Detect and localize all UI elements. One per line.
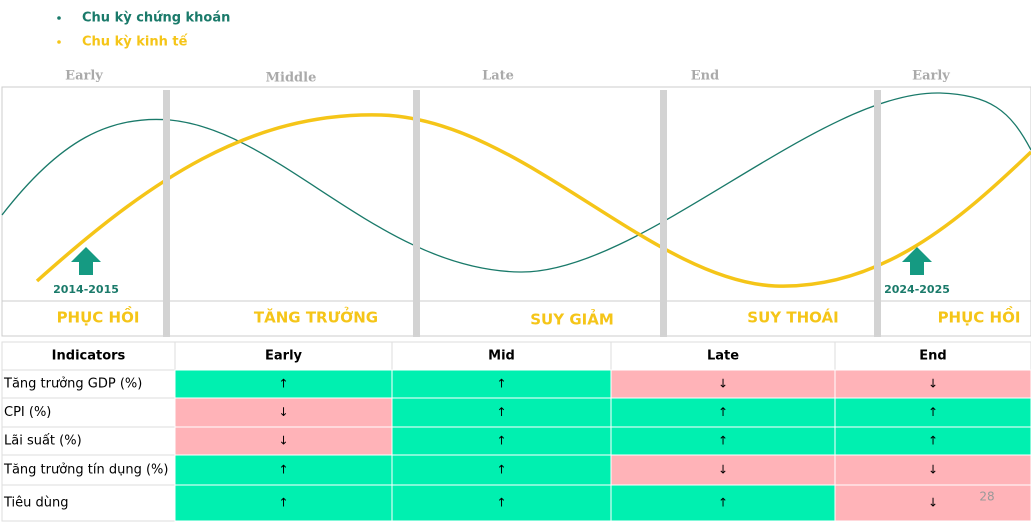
indicator-arrow: ↑: [718, 496, 728, 510]
indicator-arrow: ↑: [718, 405, 728, 419]
indicator-cell: [610, 369, 836, 399]
indicator-cell: [391, 369, 612, 399]
phase-separator: [660, 90, 667, 337]
stage-label: Late: [482, 69, 514, 84]
legend-bullet: [57, 16, 61, 20]
header-cell: [610, 341, 836, 371]
indicator-cell: [834, 454, 1031, 486]
legend-label: Chu kỳ kinh tế: [82, 35, 188, 50]
indicator-cell: [834, 426, 1031, 456]
economic-cycle-curve: [35, 113, 1031, 288]
row-name: Tăng trưởng GDP (%): [3, 377, 142, 392]
indicator-arrow: ↑: [278, 496, 288, 510]
header-label: End: [919, 349, 946, 364]
indicator-arrow: ↑: [928, 434, 938, 448]
indicator-arrow: ↑: [496, 463, 506, 477]
phase-label: PHỤC HỒI: [938, 305, 1021, 327]
stage-label: Early: [912, 69, 950, 84]
indicator-cell: [174, 397, 393, 428]
indicator-arrow: ↓: [278, 434, 288, 448]
indicator-cell: [391, 426, 612, 456]
header-cell: [1, 341, 176, 371]
legend-label: Chu kỳ chứng khoán: [82, 11, 230, 26]
row-name: Tiêu dùng: [3, 496, 69, 511]
indicator-cell: [610, 484, 836, 522]
row-name-cell: [1, 426, 176, 456]
phase-separator: [413, 90, 420, 337]
row-name: CPI (%): [4, 405, 51, 420]
indicator-arrow: ↓: [928, 377, 938, 391]
indicator-arrow: ↑: [496, 405, 506, 419]
header-cell: [391, 341, 612, 371]
indicator-cell: [391, 454, 612, 486]
row-name: Tăng trưởng tín dụng (%): [3, 463, 168, 478]
header-label: Indicators: [52, 349, 126, 364]
indicator-arrow: ↑: [928, 405, 938, 419]
stage-label: Middle: [266, 71, 317, 86]
indicator-cell: [174, 426, 393, 456]
phase-label: PHỤC HỒI: [57, 305, 140, 327]
indicator-arrow: ↓: [718, 463, 728, 477]
row-name: Lãi suất (%): [4, 434, 82, 449]
header-label: Mid: [488, 349, 515, 364]
header-label: Early: [265, 349, 303, 364]
indicator-arrow: ↓: [928, 496, 938, 510]
stock-cycle-curve: [1, 92, 1031, 273]
indicator-arrow: ↑: [496, 496, 506, 510]
indicator-cell: [834, 484, 1031, 522]
phase-label: SUY THOÁI: [747, 308, 838, 327]
phase-separator: [874, 90, 881, 337]
indicator-arrow: ↑: [496, 434, 506, 448]
stage-label: End: [691, 69, 719, 84]
indicator-cell: [174, 454, 393, 486]
row-name-cell: [1, 454, 176, 486]
marker-arrow: [902, 247, 932, 275]
phase-label: TĂNG TRƯỞNG: [254, 306, 378, 327]
stage-label: Early: [65, 69, 103, 84]
indicator-arrow: ↑: [278, 463, 288, 477]
indicator-cell: [610, 426, 836, 456]
indicator-cell: [610, 454, 836, 486]
indicator-cell: [391, 397, 612, 428]
indicator-arrow: ↑: [278, 377, 288, 391]
legend-bullet: [57, 40, 61, 44]
indicator-cell: [391, 484, 612, 522]
indicator-arrow: ↓: [928, 463, 938, 477]
indicator-arrow: ↑: [718, 434, 728, 448]
indicator-cell: [174, 484, 393, 522]
phase-separator: [163, 90, 170, 337]
marker-label: 2024-2025: [884, 283, 950, 296]
indicator-arrow: ↑: [496, 377, 506, 391]
marker-label: 2014-2015: [53, 283, 119, 296]
indicator-arrow: ↓: [278, 405, 288, 419]
header-label: Late: [707, 349, 739, 364]
marker-arrow: [71, 247, 101, 275]
indicator-cell: [834, 397, 1031, 428]
chart-frame: [1, 86, 1031, 337]
page-number: 28: [979, 490, 994, 504]
phase-label: SUY GIẢM: [530, 308, 614, 329]
indicator-arrow: ↓: [718, 377, 728, 391]
indicator-cell: [610, 397, 836, 428]
